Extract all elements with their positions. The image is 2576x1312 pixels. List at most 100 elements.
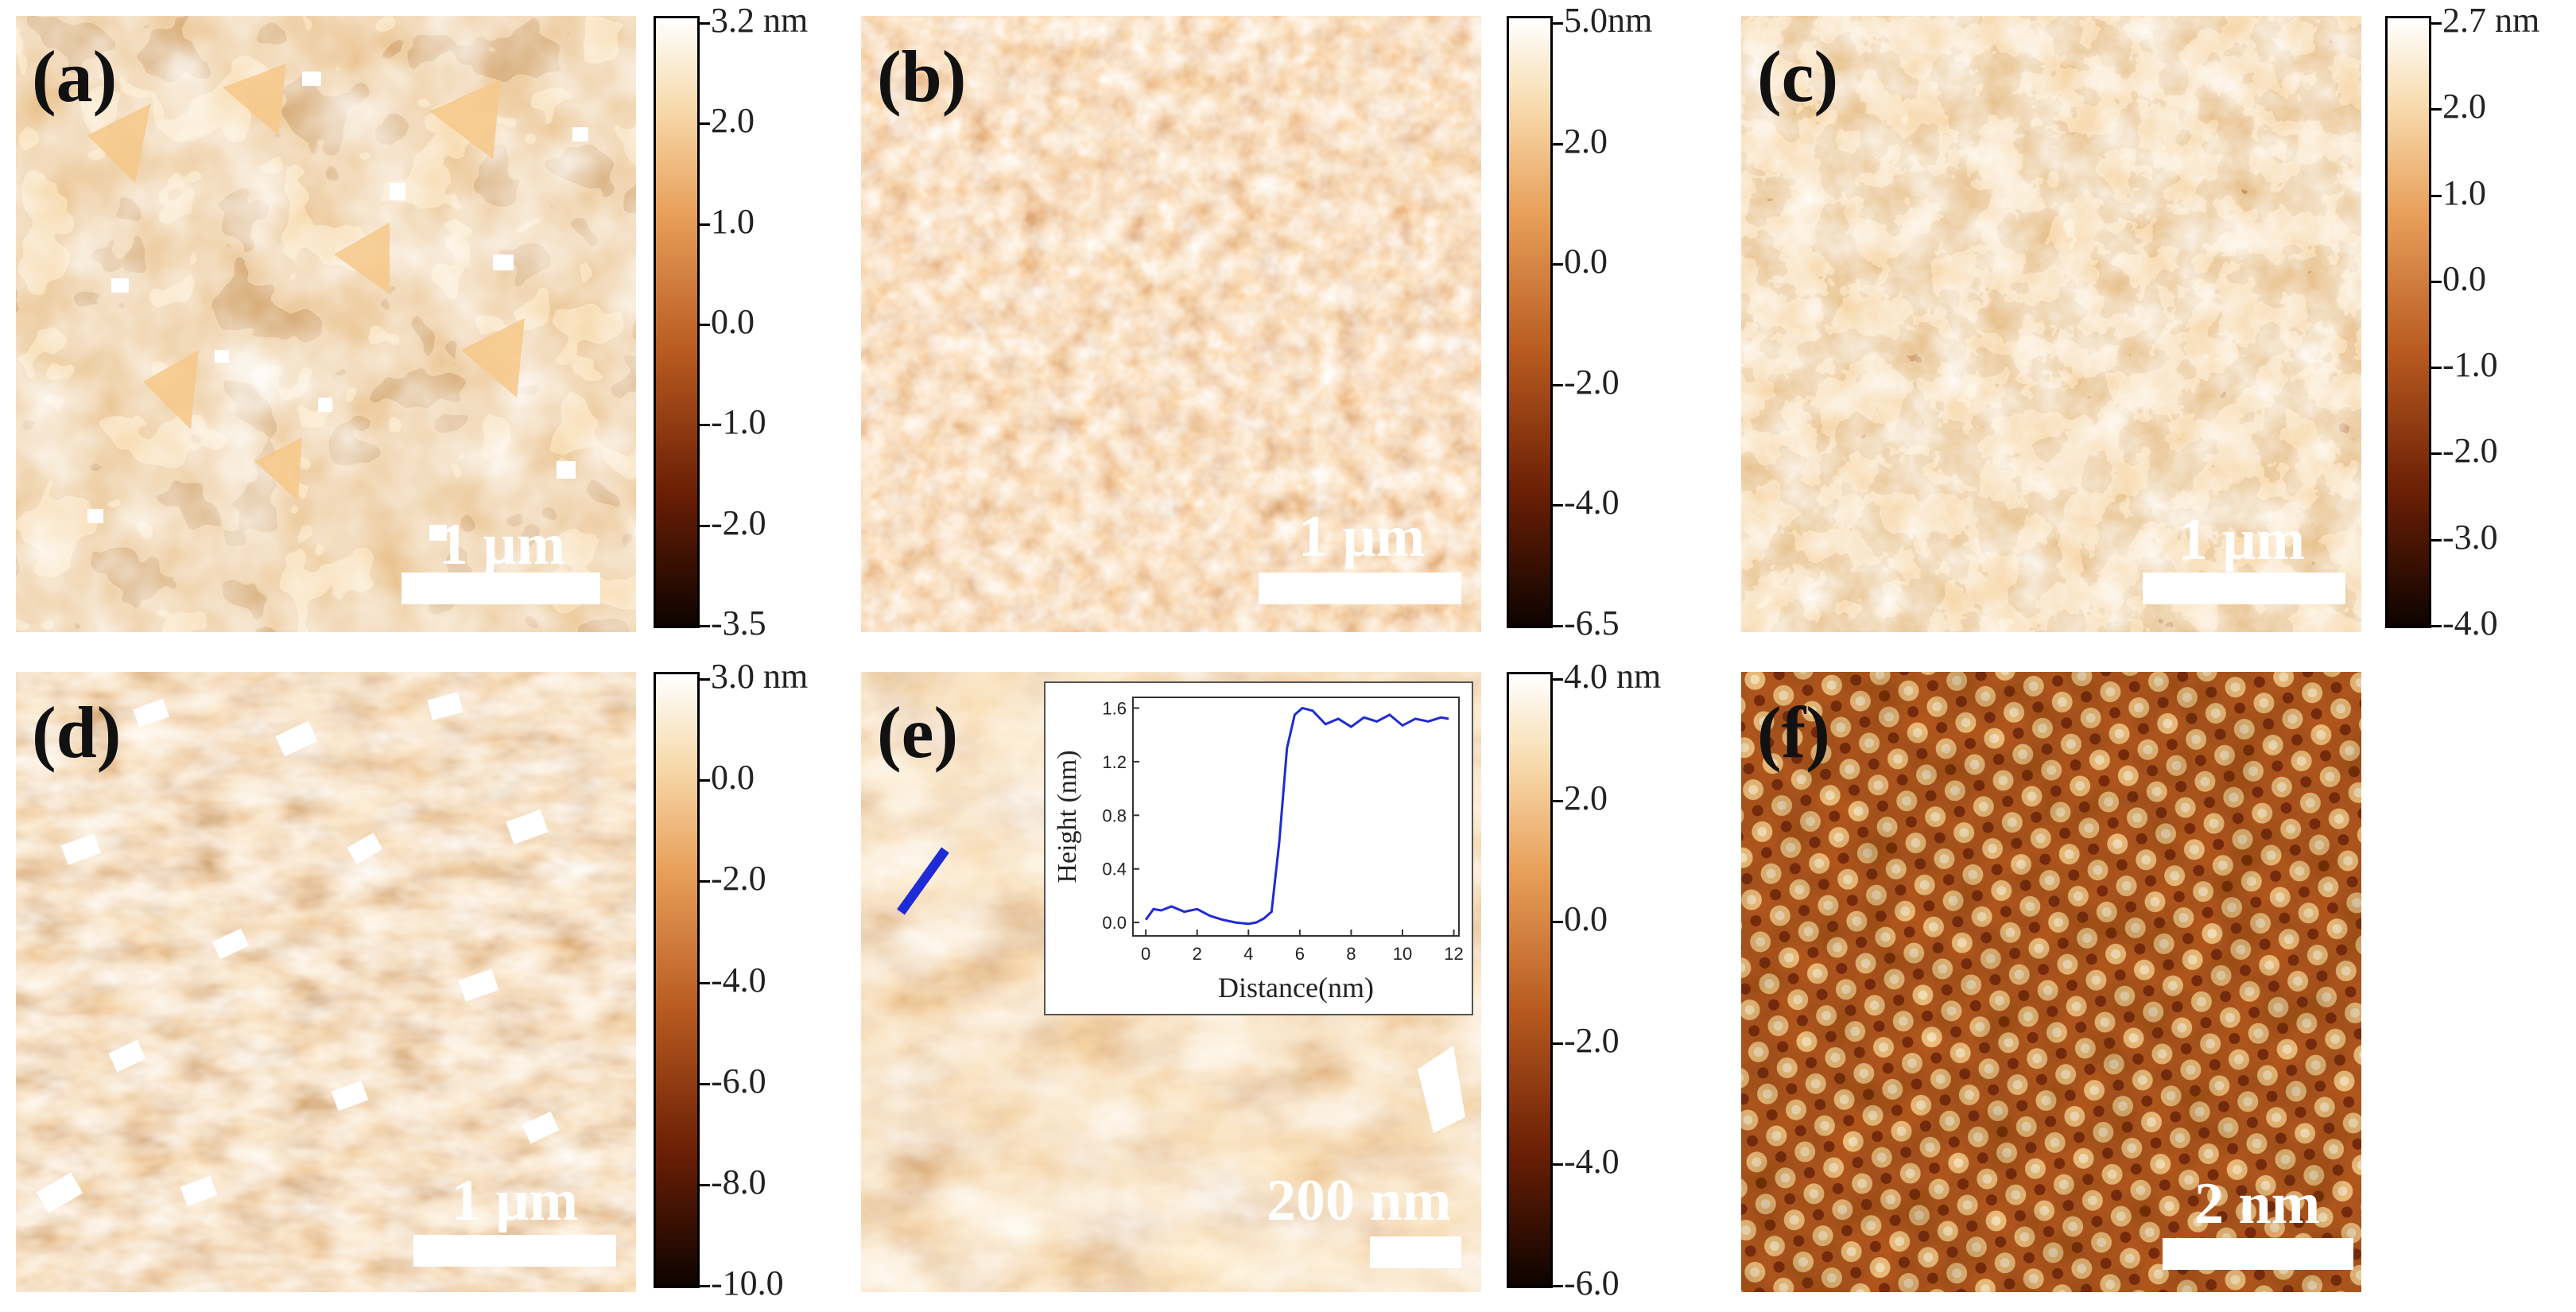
afm-panel-c: (c) 1 μm xyxy=(1741,16,2361,632)
inset-x-tick-label: 12 xyxy=(1444,944,1463,964)
colorbar-tick-label: -2.0 xyxy=(2442,431,2498,471)
colorbar-e xyxy=(1507,672,1563,1288)
colorbar-tick-label: 2.0 xyxy=(711,101,755,141)
afm-image-a xyxy=(16,16,636,632)
colorbar-tick xyxy=(697,122,710,126)
colorbar-tick xyxy=(697,678,710,681)
scale-text-d: 1 μm xyxy=(452,1168,579,1233)
colorbar-gradient xyxy=(1509,18,1550,626)
colorbar-tick xyxy=(697,625,710,627)
panel-label-b: (b) xyxy=(877,36,967,117)
panel-label-d: (d) xyxy=(32,692,122,773)
colorbar-tick xyxy=(2429,22,2442,25)
scale-bar-c xyxy=(2143,573,2345,604)
scale-bar-b xyxy=(1259,573,1461,604)
afm-panel-e: (e) 200 nm 0.0 0.4 0.8 1.2 1.6 0 2 4 6 8 10 12 Dis… xyxy=(861,672,1481,1292)
colorbar-tick-label: 1.0 xyxy=(711,201,755,241)
colorbar-tick xyxy=(697,22,710,25)
colorbar-tick xyxy=(2429,538,2442,541)
afm-panel-b: (b) 1 μm xyxy=(861,16,1481,632)
inset-xlabel: Distance(nm) xyxy=(1218,972,1374,1003)
colorbar-tick-label: -10.0 xyxy=(711,1263,784,1302)
colorbar-tick xyxy=(697,1183,710,1186)
afm-panel-a: (a) 1 μm xyxy=(16,16,636,632)
afm-image-c xyxy=(1741,16,2361,632)
colorbar-tick-label: 2.0 xyxy=(2442,87,2486,126)
inset-y-tick-label: 0.8 xyxy=(1102,805,1127,825)
colorbar-tick xyxy=(697,223,710,226)
colorbar-tick xyxy=(697,779,710,782)
colorbar-gradient xyxy=(1509,674,1550,1286)
colorbar-tick-label: 3.2 nm xyxy=(711,1,809,40)
scale-bar-d xyxy=(413,1235,616,1267)
panel-label-f: (f) xyxy=(1757,692,1830,773)
colorbar-tick-label: 0.0 xyxy=(711,758,755,798)
colorbar-tick xyxy=(1550,921,1563,924)
inset-y-tick-label: 0.0 xyxy=(1102,913,1127,933)
colorbar-tick xyxy=(2429,280,2442,283)
colorbar-tick xyxy=(697,1082,710,1085)
inset-x-tick-label: 8 xyxy=(1346,944,1356,964)
colorbar-tick-label: -6.0 xyxy=(1564,1263,1620,1302)
colorbar-tick xyxy=(2429,194,2442,197)
inset-ylabel: Height (nm) xyxy=(1053,750,1082,883)
colorbar-tick-label: -2.0 xyxy=(1564,1020,1620,1060)
colorbar-tick-label: 0.0 xyxy=(1564,242,1608,281)
afm-panel-d: (d) 1 μm xyxy=(16,672,636,1292)
inset-plot-frame xyxy=(1132,697,1460,937)
colorbar-tick xyxy=(1550,504,1563,507)
colorbar-tick-label: -2.0 xyxy=(1564,362,1620,402)
colorbar-tick xyxy=(1550,142,1563,146)
scale-text-a: 1 μm xyxy=(439,512,566,577)
colorbar-tick xyxy=(2429,625,2442,627)
colorbar-tick xyxy=(2429,452,2442,456)
colorbar-tick xyxy=(1550,383,1563,386)
colorbar-tick xyxy=(1550,22,1563,25)
scale-text-c: 1 μm xyxy=(2178,507,2306,573)
colorbar-gradient xyxy=(656,674,697,1286)
colorbar-a xyxy=(654,16,710,628)
afm-image-f xyxy=(1741,672,2361,1292)
colorbar-tick-label: -3.0 xyxy=(2442,517,2498,557)
colorbar-tick-label: 2.0 xyxy=(1564,778,1608,817)
colorbar-tick xyxy=(1550,1285,1563,1287)
colorbar-tick xyxy=(1550,1042,1563,1045)
colorbar-c xyxy=(2385,16,2442,628)
height-profile-chart: 0.0 0.4 0.8 1.2 1.6 0 2 4 6 8 10 12 Distance(nm) H… xyxy=(1053,697,1464,1003)
colorbar-tick-label: 4.0 nm xyxy=(1564,657,1662,696)
panel-label-c: (c) xyxy=(1757,36,1839,117)
colorbar-tick-label: -6.0 xyxy=(711,1061,766,1100)
scale-text-e: 200 nm xyxy=(1267,1168,1452,1233)
inset-x-tick-label: 10 xyxy=(1393,944,1412,964)
colorbar-tick xyxy=(1550,1163,1563,1166)
colorbar-tick-label: -4.0 xyxy=(711,960,766,1000)
colorbar-tick xyxy=(1550,625,1563,627)
colorbar-tick xyxy=(697,324,710,326)
colorbar-tick xyxy=(1550,678,1563,681)
inset-y-tick-label: 1.6 xyxy=(1102,698,1127,718)
panel-label-a: (a) xyxy=(32,36,118,117)
colorbar-gradient xyxy=(656,18,697,626)
colorbar-tick-label: -1.0 xyxy=(2442,345,2498,385)
colorbar-tick xyxy=(2429,367,2442,370)
colorbar-tick-label: -6.5 xyxy=(1564,604,1620,642)
inset-y-tick-label: 1.2 xyxy=(1102,752,1127,772)
colorbar-tick xyxy=(2429,108,2442,111)
colorbar-tick-label: 1.0 xyxy=(2442,173,2486,212)
scale-text-f: 2 nm xyxy=(2194,1171,2321,1236)
colorbar-tick xyxy=(1550,799,1563,802)
inset-y-tick-label: 0.4 xyxy=(1102,860,1127,879)
profile-line-marker xyxy=(897,847,949,915)
scale-bar-e xyxy=(1370,1236,1461,1268)
colorbar-tick xyxy=(697,424,710,427)
colorbar-tick-label: 5.0nm xyxy=(1564,1,1653,40)
afm-panel-f: (f) 2 nm xyxy=(1741,672,2361,1292)
colorbar-tick-label: 0.0 xyxy=(711,302,755,341)
afm-image-b xyxy=(861,16,1481,632)
inset-x-tick-label: 6 xyxy=(1295,944,1305,964)
colorbar-tick-label: -4.0 xyxy=(1564,1142,1620,1182)
colorbar-tick-label: 3.0 nm xyxy=(711,657,809,696)
scale-bar-a xyxy=(402,573,600,604)
panel-label-e: (e) xyxy=(877,692,959,773)
colorbar-tick-label: -4.0 xyxy=(1564,483,1620,522)
